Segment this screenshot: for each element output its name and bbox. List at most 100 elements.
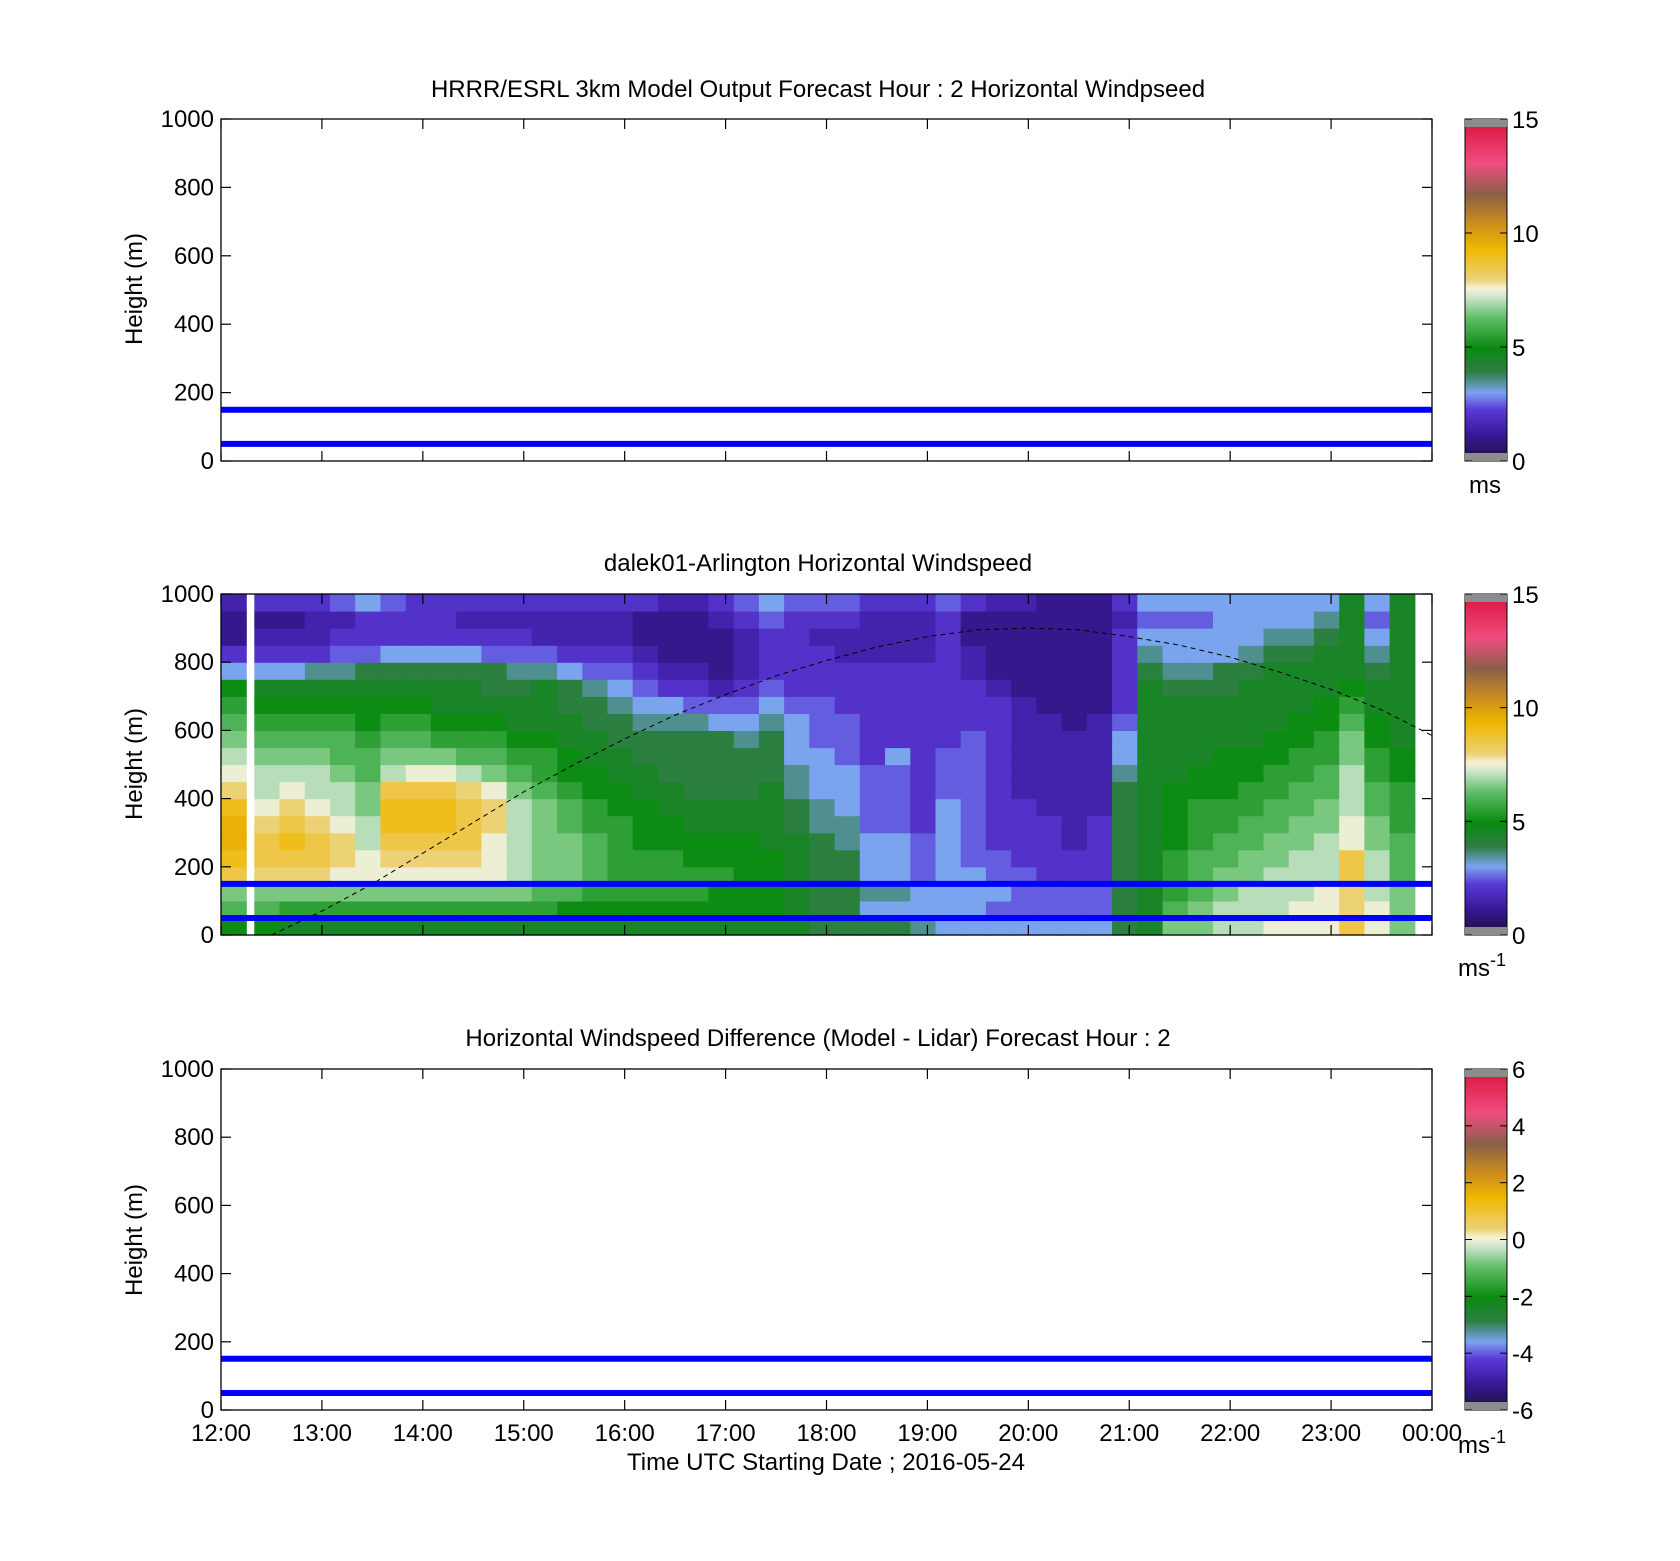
heatmap-cell — [1364, 900, 1391, 919]
heatmap-cell — [1086, 866, 1113, 885]
heatmap-cell — [1162, 918, 1189, 936]
heatmap-cell — [1364, 645, 1391, 663]
heatmap-cell — [809, 611, 836, 629]
heatmap-cell — [254, 594, 281, 612]
heatmap-cell — [1339, 696, 1365, 714]
heatmap-cell — [1187, 781, 1214, 800]
heatmap-cell — [1086, 832, 1113, 851]
heatmap-cell — [859, 849, 886, 868]
heatmap-cell — [1137, 594, 1164, 612]
heatmap-cell — [834, 781, 861, 800]
heatmap-cell — [355, 747, 381, 766]
heatmap-cell — [279, 883, 306, 902]
heatmap-cell — [1162, 628, 1189, 646]
heatmap-cell — [784, 798, 810, 817]
heatmap-cell — [1036, 628, 1063, 646]
heatmap-cell — [1263, 747, 1290, 766]
heatmap-cell — [1313, 611, 1340, 629]
heatmap-cell — [1288, 747, 1315, 766]
heatmap-cell — [1213, 645, 1239, 663]
heatmap-cell — [834, 832, 861, 851]
heatmap-cell — [1011, 730, 1037, 749]
heatmap-cell — [557, 798, 583, 817]
heatmap-cell — [683, 713, 709, 731]
heatmap-cell — [405, 832, 432, 851]
heatmap-cell — [506, 832, 533, 851]
heatmap-cell — [708, 900, 735, 919]
heatmap-cell — [985, 611, 1012, 629]
heatmap-cell — [960, 900, 987, 919]
heatmap-cell — [254, 662, 281, 680]
heatmap-cell — [1313, 679, 1340, 697]
heatmap-cell — [1036, 849, 1063, 868]
heatmap-cell — [1036, 832, 1063, 851]
heatmap-cell — [733, 594, 760, 612]
panel2-colorbar-unit-exp: -1 — [1490, 950, 1506, 970]
heatmap-cell — [1011, 883, 1037, 902]
heatmap-cell — [279, 611, 306, 629]
heatmap-cell — [1339, 900, 1365, 919]
heatmap-cell — [708, 849, 735, 868]
heatmap-cell — [1313, 696, 1340, 714]
heatmap-cell — [1137, 883, 1164, 902]
heatmap-cell — [279, 849, 306, 868]
heatmap-cell — [632, 849, 659, 868]
heatmap-cell — [758, 662, 785, 680]
heatmap-cell — [1086, 696, 1113, 714]
heatmap-cell — [935, 764, 962, 783]
heatmap-cell — [834, 679, 861, 697]
heatmap-cell — [758, 918, 785, 936]
heatmap-cell — [1112, 781, 1138, 800]
heatmap-cell — [1061, 628, 1088, 646]
time-axis-label: Time UTC Starting Date ; 2016-05-24 — [627, 1449, 1025, 1476]
x-tick-label: 16:00 — [595, 1420, 655, 1447]
heatmap-cell — [254, 815, 281, 834]
heatmap-cell — [506, 679, 533, 697]
heatmap-cell — [708, 798, 735, 817]
heatmap-cell — [1036, 679, 1063, 697]
heatmap-cell — [1263, 832, 1290, 851]
heatmap-cell — [809, 883, 836, 902]
heatmap-cell — [758, 645, 785, 663]
heatmap-cell — [405, 645, 432, 663]
heatmap-cell — [1288, 798, 1315, 817]
x-tick-label: 20:00 — [998, 1420, 1058, 1447]
heatmap-cell — [683, 866, 709, 885]
heatmap-cell — [456, 883, 482, 902]
heatmap-cell — [456, 713, 482, 731]
heatmap-cell — [758, 696, 785, 714]
heatmap-cell — [304, 866, 331, 885]
heatmap-cell — [1187, 679, 1214, 697]
heatmap-cell — [557, 781, 583, 800]
heatmap-cell — [733, 832, 760, 851]
heatmap-cell — [658, 730, 684, 749]
heatmap-cell — [758, 594, 785, 612]
heatmap-cell — [784, 866, 810, 885]
heatmap-cell — [758, 628, 785, 646]
panel2-ylabel: Height (m) — [121, 708, 148, 820]
heatmap-cell — [355, 645, 381, 663]
x-tick-label: 18:00 — [796, 1420, 856, 1447]
heatmap-cell — [1162, 730, 1189, 749]
heatmap-cell — [380, 798, 407, 817]
heatmap-cell — [809, 730, 836, 749]
heatmap-cell — [1389, 815, 1416, 834]
heatmap-cell — [221, 611, 247, 629]
heatmap-cell — [531, 594, 558, 612]
heatmap-cell — [809, 815, 836, 834]
heatmap-cell — [1389, 679, 1416, 697]
heatmap-cell — [330, 781, 356, 800]
heatmap-cell — [1187, 849, 1214, 868]
heatmap-cell — [1288, 832, 1315, 851]
heatmap-cell — [557, 918, 583, 936]
heatmap-cell — [582, 696, 609, 714]
heatmap-cell — [506, 611, 533, 629]
heatmap-cell — [279, 662, 306, 680]
heatmap-cell — [733, 815, 760, 834]
heatmap-cell — [1061, 849, 1088, 868]
heatmap-cell — [935, 679, 962, 697]
heatmap-cell — [632, 918, 659, 936]
heatmap-cell — [1011, 866, 1037, 885]
heatmap-cell — [985, 866, 1012, 885]
heatmap-cell — [254, 747, 281, 766]
